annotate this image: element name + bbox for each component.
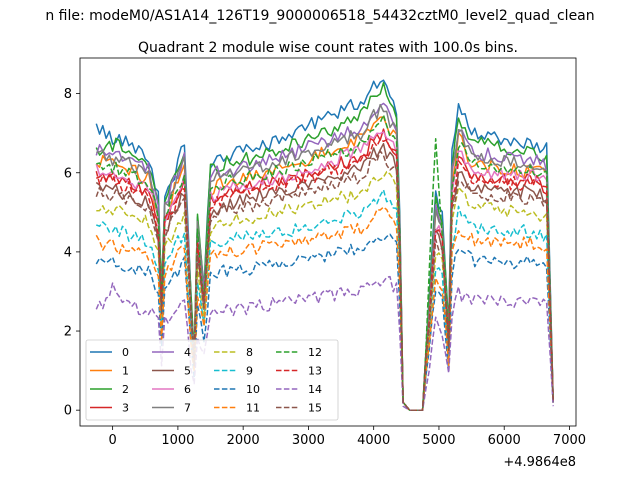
legend-label-14: 14 <box>308 383 322 396</box>
legend-label-2: 2 <box>122 383 129 396</box>
legend-label-4: 4 <box>184 346 191 359</box>
x-tick-label: 0 <box>108 433 116 448</box>
x-tick-label: 7000 <box>553 433 586 448</box>
x-tick-label: 1000 <box>161 433 194 448</box>
y-tick-label: 8 <box>64 87 72 102</box>
x-offset-label: +4.9864e8 <box>503 455 576 470</box>
legend-box <box>85 339 339 421</box>
legend-label-7: 7 <box>184 402 191 415</box>
x-tick-label: 2000 <box>227 433 260 448</box>
series-line-10 <box>95 233 554 411</box>
chart-title: Quadrant 2 module wise count rates with … <box>138 40 518 56</box>
series-line-6 <box>95 131 554 411</box>
legend-label-13: 13 <box>308 365 322 378</box>
legend-label-0: 0 <box>122 346 129 359</box>
legend-label-12: 12 <box>308 346 322 359</box>
legend-label-8: 8 <box>246 346 253 359</box>
x-tick-label: 3000 <box>292 433 325 448</box>
legend-label-11: 11 <box>246 402 260 415</box>
y-tick-label: 2 <box>64 325 72 340</box>
x-tick-label: 5000 <box>422 433 455 448</box>
plot-frame <box>79 57 577 427</box>
y-tick-label: 0 <box>64 404 72 419</box>
x-tick-label: 4000 <box>357 433 390 448</box>
y-tick-label: 4 <box>64 245 72 260</box>
figure-suptitle: n file: modeM0/AS1A14_126T19_9000006518_… <box>45 8 594 24</box>
series-line-15 <box>95 150 554 411</box>
legend-label-9: 9 <box>246 365 253 378</box>
x-axis: 0 1000 2000 3000 4000 5000 6000 7000 <box>108 426 586 448</box>
y-tick-label: 6 <box>64 166 72 181</box>
legend-label-15: 15 <box>308 402 322 415</box>
x-tick-label: 6000 <box>488 433 521 448</box>
legend-label-6: 6 <box>184 383 191 396</box>
series-lines <box>95 79 554 411</box>
series-line-11 <box>95 206 554 411</box>
legend-label-1: 1 <box>122 365 129 378</box>
series-line-7 <box>96 103 554 411</box>
series-line-4 <box>95 102 554 411</box>
legend-label-3: 3 <box>122 402 129 415</box>
series-line-8 <box>96 170 554 411</box>
series-line-9 <box>96 189 554 411</box>
y-axis: 0 2 4 6 8 <box>64 87 80 419</box>
series-line-13 <box>95 138 554 411</box>
series-line-12 <box>96 114 554 411</box>
legend-label-5: 5 <box>184 365 191 378</box>
legend-label-10: 10 <box>246 383 260 396</box>
